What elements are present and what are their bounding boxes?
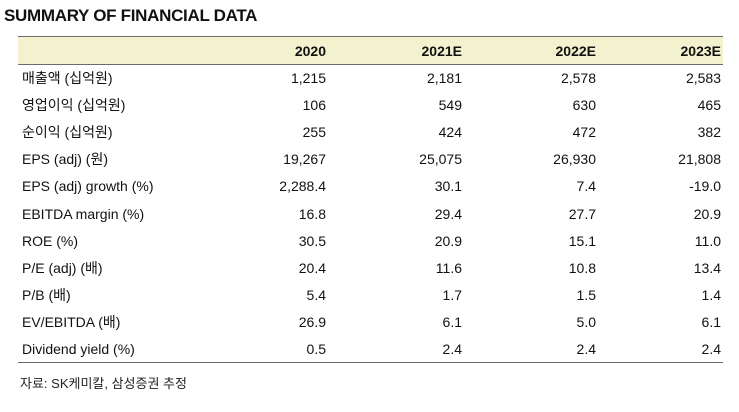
cell-value: 2,181 — [426, 70, 462, 87]
row-label: EV/EBITDA (배) — [22, 313, 121, 330]
row-label: 매출액 (십억원) — [22, 70, 113, 87]
table-row-eps-growth: EPS (adj) growth (%) 2,288.4 30.1 7.4 -1… — [18, 173, 723, 200]
column-header-2022e: 2022E — [464, 36, 598, 65]
table-header-row: 2020 2021E 2022E 2023E — [18, 36, 723, 65]
cell-value: 5.4 — [306, 286, 326, 303]
cell-value: 2.4 — [598, 335, 723, 364]
cell-value: 630 — [572, 97, 596, 114]
cell-value: 1,215 — [290, 70, 326, 87]
cell-value: 11.6 — [435, 259, 462, 276]
cell-value: 16.8 — [298, 205, 326, 222]
column-header-2020: 2020 — [200, 36, 328, 65]
column-header-2021e: 2021E — [328, 36, 464, 65]
cell-value: 1.7 — [442, 286, 462, 303]
row-label: EPS (adj) (원) — [22, 151, 109, 168]
cell-value: 382 — [697, 124, 721, 141]
cell-value: 30.5 — [298, 232, 326, 249]
cell-value: 13.4 — [693, 259, 721, 276]
cell-value: 2,583 — [685, 70, 721, 87]
table-row-ev-ebitda: EV/EBITDA (배) 26.9 6.1 5.0 6.1 — [18, 308, 723, 335]
table-row-operating-profit: 영업이익 (십억원) 106 549 630 465 — [18, 92, 723, 119]
cell-value: 6.1 — [701, 313, 721, 330]
table-row-roe: ROE (%) 30.5 20.9 15.1 11.0 — [18, 227, 723, 254]
table-row-pb: P/B (배) 5.4 1.7 1.5 1.4 — [18, 281, 723, 308]
table-row-revenue: 매출액 (십억원) 1,215 2,181 2,578 2,583 — [18, 65, 723, 92]
cell-value: 0.5 — [200, 335, 328, 364]
cell-value: 2.4 — [464, 335, 598, 364]
cell-value: 15.1 — [568, 232, 596, 249]
source-note: 자료: SK케미칼, 삼성증권 추정 — [20, 376, 187, 391]
cell-value: 2,288.4 — [279, 178, 326, 195]
cell-value: 19,267 — [283, 151, 326, 168]
column-header-2023e: 2023E — [598, 36, 723, 65]
page-title: SUMMARY OF FINANCIAL DATA — [4, 6, 258, 25]
row-label: ROE (%) — [22, 232, 78, 249]
cell-value: 27.7 — [568, 205, 596, 222]
cell-value: 465 — [697, 97, 721, 114]
cell-value: 549 — [438, 97, 462, 114]
cell-value: 21,808 — [678, 151, 721, 168]
table-row-eps: EPS (adj) (원) 19,267 25,075 26,930 21,80… — [18, 146, 723, 173]
row-label: EPS (adj) growth (%) — [22, 178, 154, 195]
table-row-net-income: 순이익 (십억원) 255 424 472 382 — [18, 119, 723, 146]
column-header-label — [18, 36, 200, 65]
cell-value: 5.0 — [576, 313, 596, 330]
cell-value: 2.4 — [328, 335, 464, 364]
table-row-ebitda-margin: EBITDA margin (%) 16.8 29.4 27.7 20.9 — [18, 200, 723, 227]
cell-value: 106 — [302, 97, 326, 114]
cell-value: 20.9 — [434, 232, 462, 249]
cell-value: 29.4 — [434, 205, 462, 222]
cell-value: 2,578 — [560, 70, 596, 87]
cell-value: 10.8 — [568, 259, 596, 276]
cell-value: 25,075 — [419, 151, 462, 168]
cell-value: 26.9 — [298, 313, 326, 330]
row-label: Dividend yield (%) — [18, 335, 200, 364]
cell-value: 255 — [302, 124, 326, 141]
cell-value: 1.5 — [576, 286, 596, 303]
cell-value: 30.1 — [434, 178, 462, 195]
row-label: P/E (adj) (배) — [22, 259, 103, 276]
cell-value: 472 — [572, 124, 596, 141]
cell-value: 1.4 — [701, 286, 721, 303]
cell-value: 20.4 — [298, 259, 326, 276]
cell-value: 11.0 — [694, 232, 721, 249]
cell-value: -19.0 — [689, 178, 721, 195]
cell-value: 20.9 — [693, 205, 721, 222]
row-label: 영업이익 (십억원) — [22, 97, 126, 114]
row-label: P/B (배) — [22, 286, 71, 303]
cell-value: 7.4 — [576, 178, 596, 195]
table-row-pe: P/E (adj) (배) 20.4 11.6 10.8 13.4 — [18, 254, 723, 281]
cell-value: 26,930 — [553, 151, 596, 168]
row-label: 순이익 (십억원) — [22, 124, 113, 141]
cell-value: 424 — [438, 124, 462, 141]
cell-value: 6.1 — [442, 313, 462, 330]
financial-summary-table: 2020 2021E 2022E 2023E 매출액 (십억원) 1,215 2… — [18, 36, 723, 364]
row-label: EBITDA margin (%) — [22, 205, 145, 222]
table-row-dividend-yield: Dividend yield (%) 0.5 2.4 2.4 2.4 — [18, 335, 723, 364]
